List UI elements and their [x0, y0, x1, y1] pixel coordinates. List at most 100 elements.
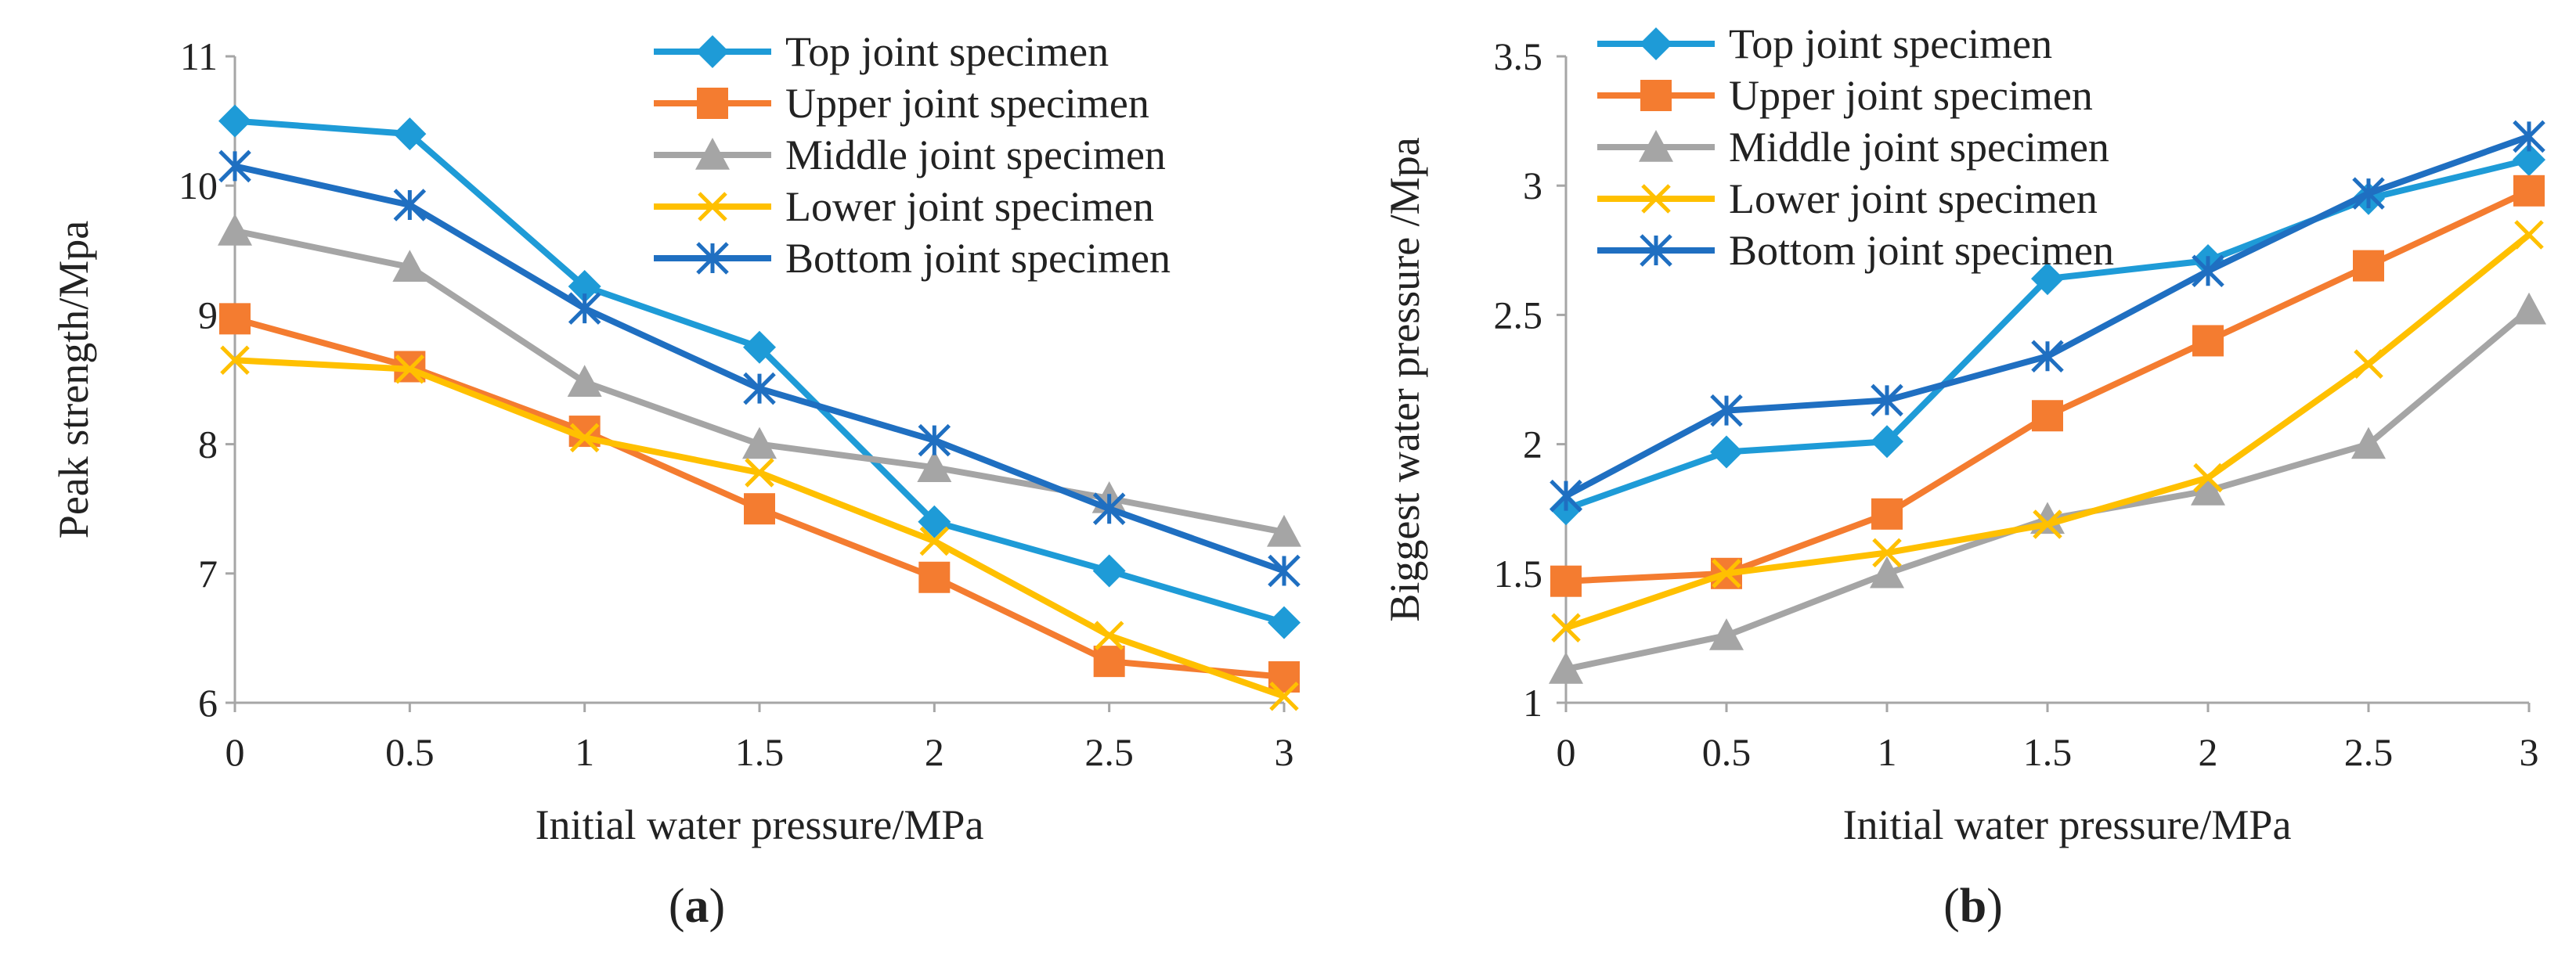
data-point-bottom — [218, 149, 251, 183]
data-point-bottom — [2192, 254, 2224, 287]
data-point-upper — [2353, 250, 2384, 282]
y-tick-label: 3.5 — [1494, 34, 1543, 78]
data-point-lower — [2193, 463, 2223, 493]
data-point-top — [2513, 143, 2545, 177]
legend-label-top: Top joint specimen — [785, 28, 1109, 75]
data-point-middle — [1709, 618, 1744, 650]
data-point-bottom — [1092, 492, 1126, 525]
legend-label-top: Top joint specimen — [1729, 20, 2052, 67]
y-tick-label: 8 — [198, 423, 218, 466]
legend-marker-lower — [1641, 184, 1671, 214]
legend-label-middle: Middle joint specimen — [1729, 124, 2109, 171]
data-point-lower — [1712, 559, 1741, 588]
data-point-top — [1871, 425, 1903, 459]
legend-marker-lower — [698, 192, 727, 221]
y-tick-label: 6 — [198, 681, 218, 725]
legend-marker-bottom — [1640, 234, 1672, 267]
data-point-top — [393, 117, 427, 151]
data-point-lower — [220, 345, 250, 375]
legend-marker-top — [1640, 27, 1672, 60]
x-tick-label: 2.5 — [1084, 730, 1134, 774]
data-point-middle — [2191, 473, 2225, 506]
data-point-lower — [2514, 220, 2544, 250]
data-point-bottom — [568, 292, 601, 325]
x-tick-label: 2 — [925, 730, 944, 774]
data-point-middle — [742, 427, 777, 459]
x-axis-title: Initial water pressure/MPa — [1843, 801, 2292, 848]
legend-marker-upper — [1640, 80, 1672, 111]
x-tick-label: 0.5 — [1702, 730, 1752, 774]
y-tick-label: 7 — [198, 552, 218, 596]
data-point-upper — [2192, 325, 2224, 357]
data-point-middle — [917, 450, 952, 483]
panel-label-close-paren: ) — [709, 880, 726, 933]
data-point-bottom — [2031, 340, 2064, 373]
data-point-bottom — [393, 189, 427, 221]
legend-marker-middle — [695, 138, 730, 170]
data-point-middle — [2351, 427, 2386, 459]
data-point-lower — [1094, 621, 1124, 650]
data-point-middle — [567, 365, 602, 398]
panel-label-b: (b) — [1943, 880, 2003, 933]
data-point-lower — [2354, 349, 2383, 379]
data-point-upper — [1093, 646, 1125, 678]
data-point-upper — [219, 303, 251, 335]
y-axis-title: Peak strength/Mpa — [50, 221, 97, 538]
data-point-lower — [745, 458, 774, 488]
y-tick-label: 11 — [180, 34, 218, 78]
data-point-top — [743, 330, 776, 364]
panel-label-close-paren: ) — [1986, 880, 2003, 933]
series-line-lower — [234, 357, 1286, 700]
panel-label-a: (a) — [669, 880, 725, 933]
panel-label-open-paren: ( — [1943, 880, 1960, 933]
legend-marker-middle — [1639, 130, 1673, 162]
y-axis-title: Biggest water pressure /Mpa — [1381, 137, 1428, 621]
data-point-upper — [2513, 175, 2545, 207]
data-point-bottom — [1871, 383, 1903, 417]
panel-label-letter: a — [685, 880, 709, 933]
x-tick-label: 1.5 — [2023, 730, 2073, 774]
data-point-lower — [1269, 681, 1299, 711]
y-tick-label: 1.5 — [1494, 552, 1543, 596]
data-point-bottom — [1710, 394, 1743, 427]
legend-marker-top — [696, 35, 729, 68]
data-point-upper — [2032, 400, 2063, 432]
data-point-top — [568, 270, 601, 304]
y-tick-label: 1 — [1523, 681, 1542, 725]
data-point-bottom — [743, 372, 776, 405]
legend-label-middle: Middle joint specimen — [785, 131, 1166, 178]
x-tick-label: 3 — [1275, 730, 1294, 774]
x-tick-label: 2.5 — [2344, 730, 2394, 774]
x-axis-title: Initial water pressure/MPa — [536, 801, 984, 848]
x-tick-label: 1 — [1878, 730, 1897, 774]
legend-label-upper: Upper joint specimen — [1729, 72, 2093, 119]
x-tick-label: 3 — [2520, 730, 2539, 774]
legend-label-lower: Lower joint specimen — [785, 183, 1154, 230]
data-point-top — [918, 505, 951, 538]
data-point-top — [1268, 606, 1301, 639]
data-point-middle — [2512, 292, 2546, 325]
data-point-upper — [1550, 565, 1582, 597]
data-point-middle — [1549, 652, 1583, 684]
data-point-lower — [395, 355, 425, 384]
data-point-upper — [918, 561, 951, 593]
data-point-upper — [744, 493, 775, 525]
legend-marker-upper — [697, 88, 728, 119]
legend-label-lower: Lower joint specimen — [1729, 175, 2098, 222]
y-tick-label: 10 — [179, 164, 218, 207]
legend-label-upper: Upper joint specimen — [785, 80, 1149, 127]
data-point-bottom — [2352, 177, 2385, 210]
x-tick-label: 1.5 — [735, 730, 785, 774]
data-point-lower — [919, 526, 950, 556]
data-point-bottom — [1550, 479, 1582, 513]
data-point-bottom — [918, 423, 951, 457]
data-point-bottom — [2513, 120, 2545, 153]
legend-label-bottom: Bottom joint specimen — [785, 235, 1171, 282]
panel-label-open-paren: ( — [669, 880, 685, 933]
legend-marker-bottom — [696, 242, 729, 275]
data-point-top — [1710, 435, 1743, 469]
data-point-lower — [2033, 509, 2062, 539]
x-tick-label: 0 — [225, 730, 245, 774]
panel-label-letter: b — [1960, 880, 1986, 933]
